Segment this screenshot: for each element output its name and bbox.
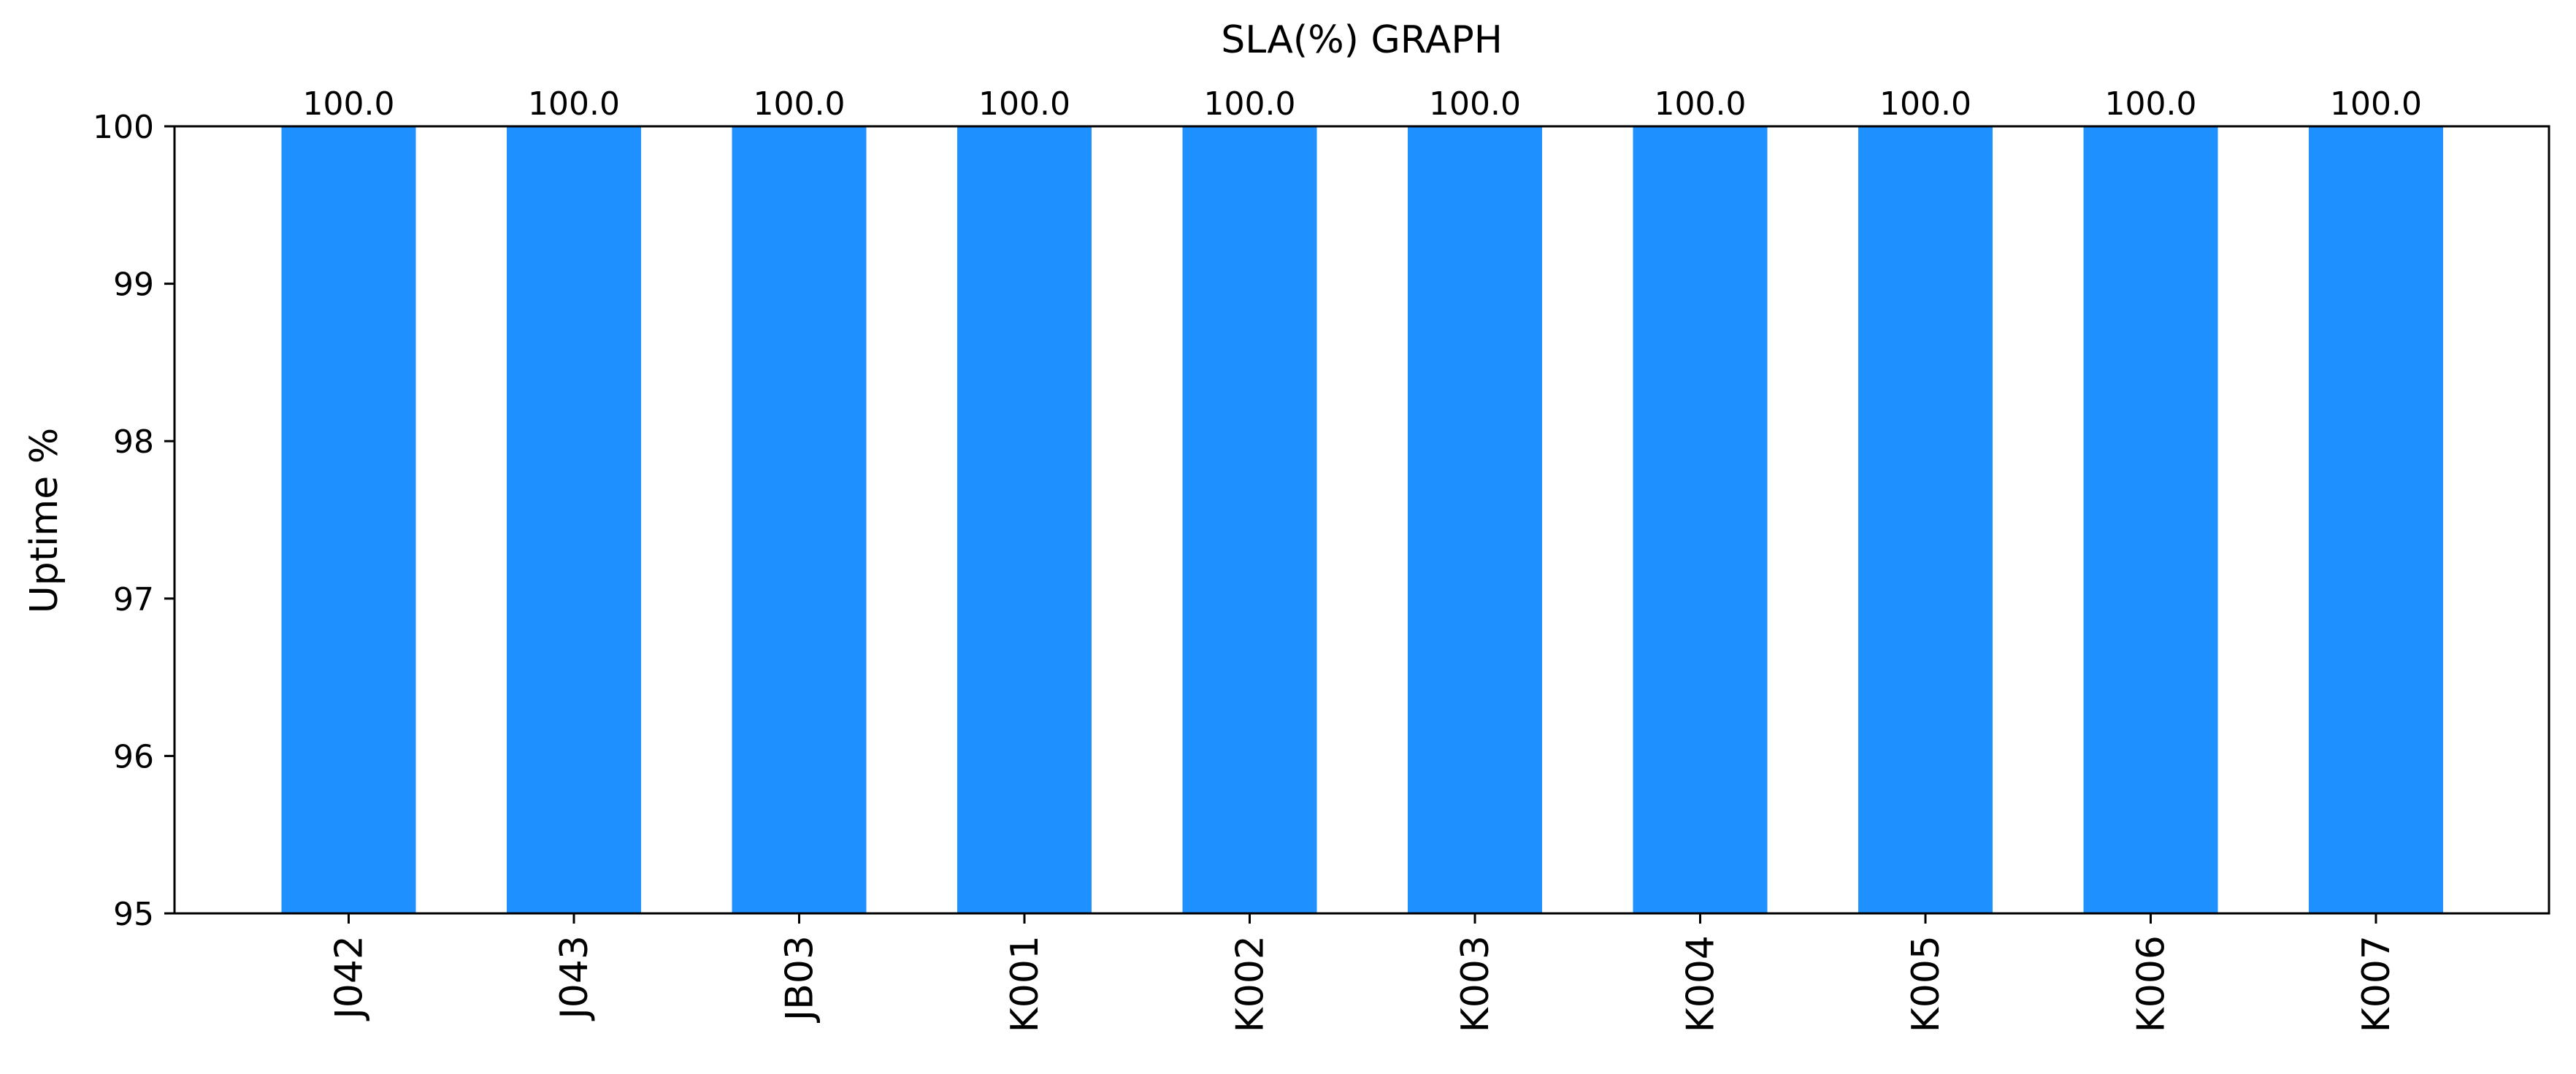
y-axis: 95 96 97 98 99 100 (93, 109, 175, 933)
y-tick-label: 97 (113, 581, 154, 618)
bar-value-label: 100.0 (303, 85, 395, 123)
bar (957, 126, 1092, 913)
bar-value-label: 100.0 (978, 85, 1070, 123)
chart-title: SLA(%) GRAPH (1221, 18, 1503, 62)
bar (1182, 126, 1317, 913)
y-tick-label: 99 (113, 266, 154, 304)
bar (281, 126, 416, 913)
bar-value-label: 100.0 (754, 85, 846, 123)
bar (1633, 126, 1768, 913)
x-tick-label: K001 (1003, 935, 1047, 1032)
bar (1858, 126, 1993, 913)
x-tick-label: K007 (2355, 935, 2399, 1032)
x-tick-label: K002 (1229, 935, 1273, 1032)
bar-value-label: 100.0 (2105, 85, 2197, 123)
y-tick-label: 98 (113, 423, 154, 461)
x-tick-label: K003 (1454, 935, 1498, 1032)
bar (2083, 126, 2218, 913)
y-tick-label: 95 (113, 896, 154, 933)
bars-group (281, 126, 2443, 913)
bar-value-label: 100.0 (1204, 85, 1296, 123)
bar (507, 126, 641, 913)
data-labels-group: 100.0 100.0 100.0 100.0 100.0 100.0 100.0 100.0… (303, 85, 2422, 123)
plot-frame (173, 125, 2550, 915)
bar-value-label: 100.0 (1655, 85, 1747, 123)
x-tick-label: K004 (1679, 935, 1723, 1032)
x-tick-label: J043 (553, 935, 597, 1021)
bar (732, 126, 867, 913)
y-axis-label: Uptime % (23, 428, 66, 614)
x-tick-label: JB03 (778, 935, 822, 1023)
bar-value-label: 100.0 (2330, 85, 2422, 123)
bar (1408, 126, 1542, 913)
y-tick-label: 100 (93, 109, 154, 146)
x-axis: J042 J043 JB03 K001 K002 K003 K004 K005 K006 K007 (328, 913, 2399, 1032)
x-tick-label: J042 (328, 935, 372, 1021)
x-tick-label: K005 (1904, 935, 1948, 1032)
y-tick-label: 96 (113, 738, 154, 775)
bar (2309, 126, 2443, 913)
bar-value-label: 100.0 (1429, 85, 1521, 123)
bar-value-label: 100.0 (528, 85, 620, 123)
x-tick-label: K006 (2130, 935, 2174, 1032)
bar-value-label: 100.0 (1879, 85, 1971, 123)
